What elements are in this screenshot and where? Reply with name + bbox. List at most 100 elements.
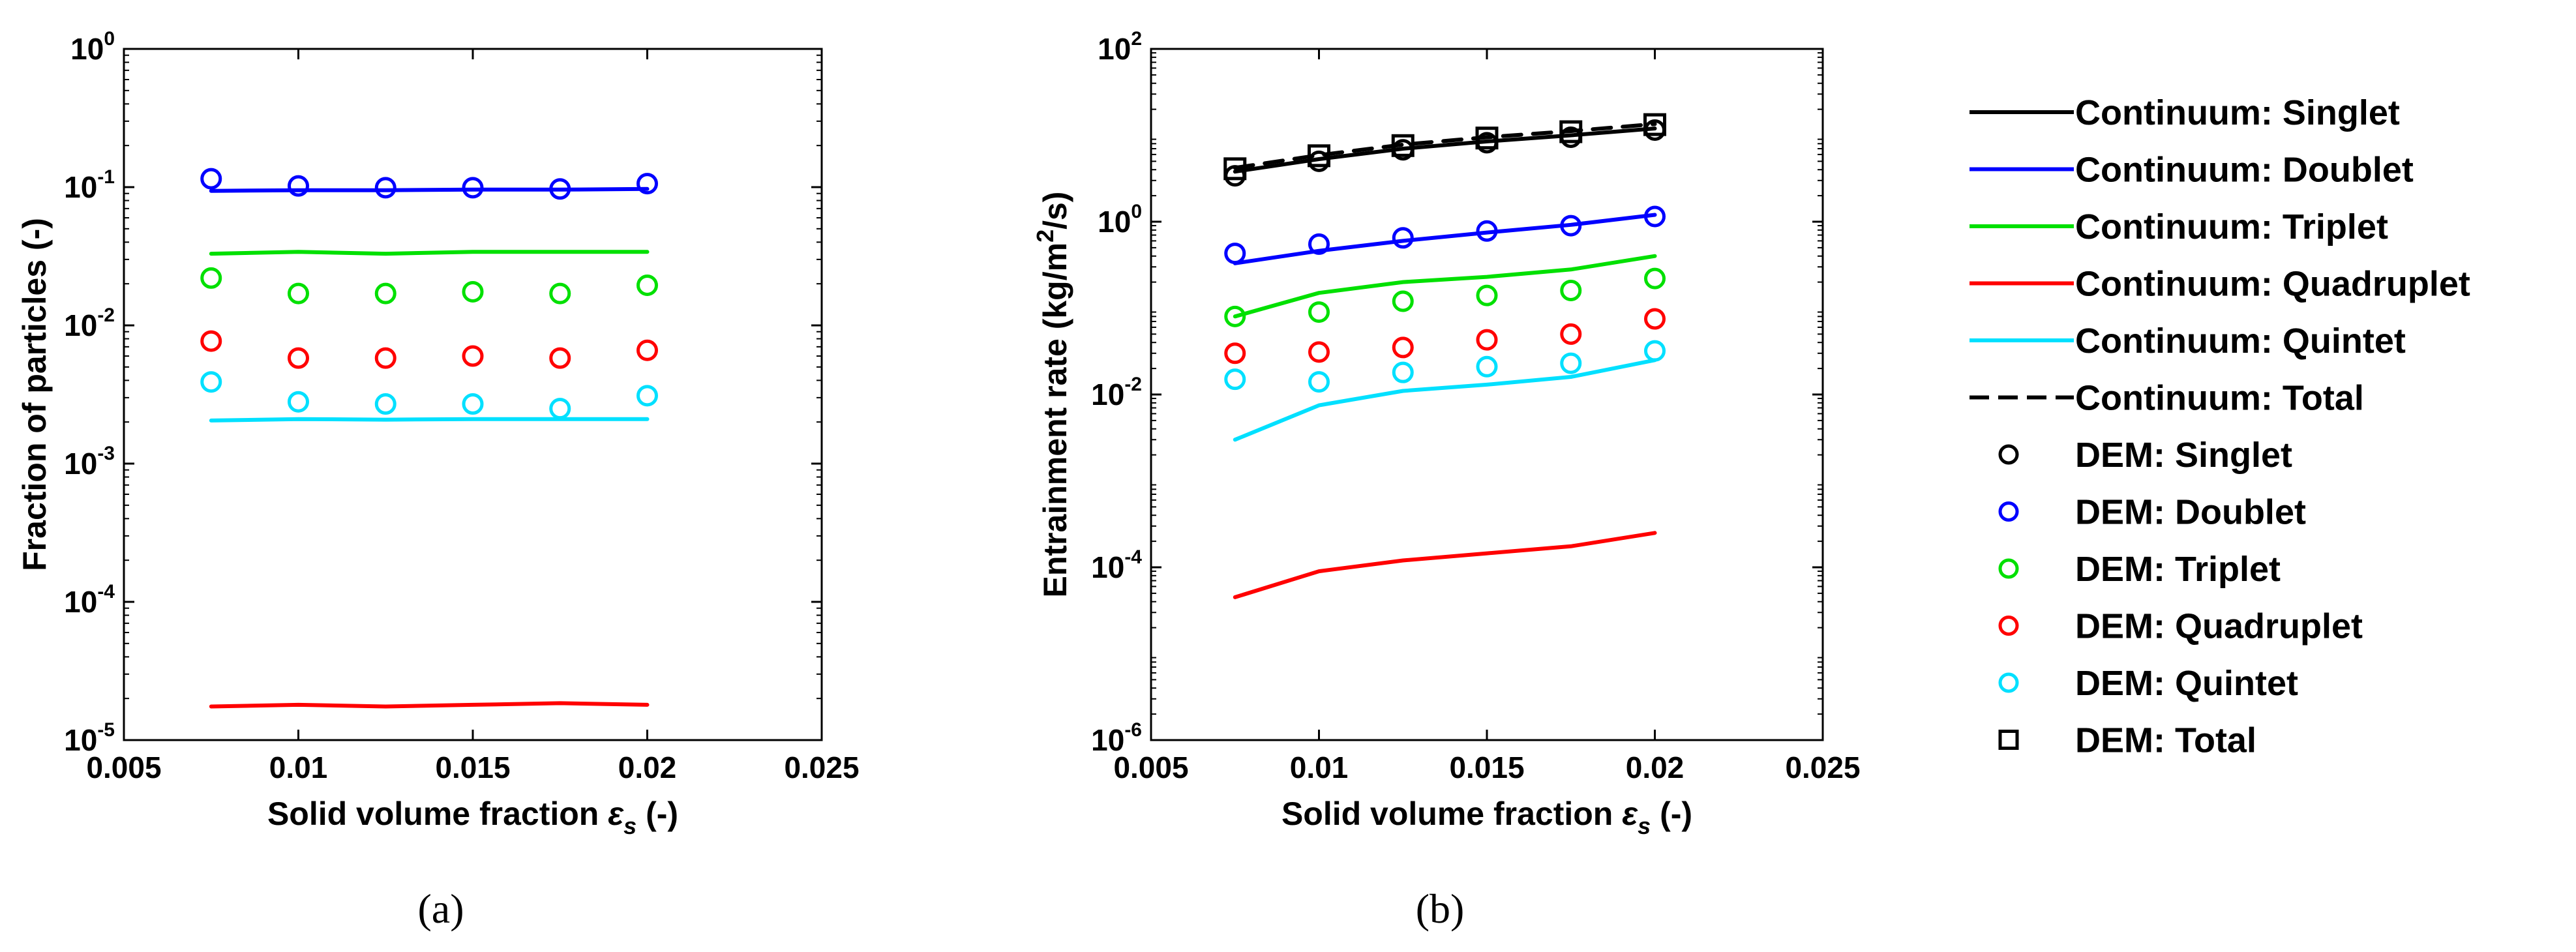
line-b-quintet (1233, 358, 1657, 442)
marker-circle-a-doublet-1 (288, 175, 309, 197)
marker-circle-b-quadruplet-3 (1476, 329, 1498, 351)
marker-circle-b-quintet-2 (1392, 361, 1414, 383)
line-b-doublet (1233, 213, 1657, 265)
marker-circle-a-quintet-4 (549, 398, 571, 420)
marker-circle-a-quadruplet-3 (462, 345, 484, 367)
marker-circle-b-triplet-0 (1224, 305, 1246, 327)
y-tick-label-a-4: 10-1 (64, 166, 115, 204)
line-b-triplet (1233, 254, 1657, 319)
marker-circle-a-quadruplet-1 (288, 347, 309, 369)
legend-dem-doublet-label: DEM: Doublet (2075, 493, 2306, 532)
legend-continuum-quintet-label: Continuum: Quintet (2075, 321, 2406, 361)
legend-continuum-singlet-label: Continuum: Singlet (2075, 93, 2400, 132)
marker-circle-b-quintet-0 (1224, 368, 1246, 391)
marker-circle-b-quadruplet-5 (1644, 308, 1666, 330)
marker-circle-b-doublet-2 (1392, 227, 1414, 249)
legend-continuum-quadruplet-label: Continuum: Quadruplet (2075, 265, 2470, 304)
marker-circle-a-triplet-4 (549, 282, 571, 305)
legend-dem-doublet-swatch (1998, 501, 2019, 522)
panel-label-a: (a) (417, 885, 464, 932)
x-tick-label-b-0: 0.005 (1113, 751, 1188, 784)
legend-continuum-doublet-label: Continuum: Doublet (2075, 151, 2414, 190)
y-tick-label-a-3: 10-2 (64, 305, 115, 342)
marker-square-b-total-5 (1643, 113, 1666, 136)
marker-square-b-total-0 (1223, 157, 1247, 181)
y-tick-label-a-1: 10-4 (64, 581, 115, 619)
line-b-quadruplet (1233, 531, 1657, 599)
marker-circle-b-triplet-5 (1644, 267, 1666, 290)
legend-dem-quintet-label: DEM: Quintet (2075, 664, 2298, 703)
marker-circle-a-triplet-1 (288, 282, 309, 305)
panel-label-b: (b) (1416, 885, 1465, 932)
marker-circle-b-quintet-1 (1308, 371, 1330, 393)
panel-a-chart: 0.005 0.01 0.015 0.02 0.025 10-5 10-4 10-3 10-2 1… (16, 28, 860, 839)
marker-square-b-total-1 (1308, 144, 1330, 168)
y-tick-label-a-2: 10-3 (64, 443, 115, 481)
marker-circle-b-triplet-4 (1560, 279, 1582, 301)
x-tick-label-b-1: 0.01 (1290, 751, 1349, 784)
marker-square-b-total-4 (1559, 120, 1583, 143)
marker-circle-a-quadruplet-4 (549, 347, 571, 369)
marker-circle-a-doublet-3 (462, 177, 484, 199)
marker-circle-b-doublet-0 (1224, 243, 1246, 265)
legend-continuum-total-label: Continuum: Total (2075, 379, 2364, 418)
marker-circle-b-quadruplet-1 (1308, 341, 1330, 363)
y-tick-label-a-0: 10-5 (64, 719, 115, 757)
y-tick-label-b-3: 100 (1098, 201, 1142, 239)
legend-dem-total-swatch (1998, 730, 2019, 750)
marker-circle-a-triplet-3 (462, 280, 484, 303)
marker-square-b-total-3 (1475, 126, 1499, 150)
marker-circle-b-quintet-4 (1560, 352, 1582, 374)
x-tick-label-a-1: 0.01 (269, 751, 328, 784)
y-axis-label-a: Fraction of particles (-) (16, 218, 53, 571)
marker-circle-a-doublet-2 (374, 177, 397, 199)
line-a-doublet (209, 186, 650, 193)
marker-circle-a-quadruplet-2 (374, 347, 397, 369)
legend-dem-quadruplet-swatch (1998, 616, 2019, 636)
legend-dem-singlet-swatch (1998, 444, 2019, 465)
marker-circle-a-quintet-0 (200, 371, 222, 393)
marker-circle-a-triplet-5 (637, 275, 658, 297)
marker-circle-a-doublet-4 (549, 178, 571, 200)
y-tick-label-b-1: 10-4 (1091, 546, 1142, 584)
y-tick-label-b-4: 102 (1098, 28, 1142, 66)
y-axis-label-b: Entrainment rate (kg/m2/s) (1032, 192, 1073, 598)
marker-circle-b-triplet-1 (1308, 301, 1330, 323)
marker-circle-a-quintet-1 (288, 391, 309, 413)
marker-circle-a-triplet-0 (200, 267, 222, 289)
marker-circle-b-doublet-3 (1476, 220, 1498, 242)
line-a-quintet (209, 417, 650, 423)
legend-continuum-triplet-label: Continuum: Triplet (2075, 207, 2388, 246)
marker-circle-b-doublet-1 (1308, 233, 1330, 255)
marker-circle-b-quadruplet-2 (1392, 336, 1414, 359)
line-b-singlet (1233, 126, 1657, 174)
marker-circle-b-doublet-5 (1644, 205, 1666, 228)
legend-dem-singlet-label: DEM: Singlet (2075, 436, 2292, 475)
legend-dem-quadruplet-label: DEM: Quadruplet (2075, 607, 2363, 646)
marker-circle-b-quintet-3 (1476, 355, 1498, 378)
marker-square-b-total-2 (1391, 134, 1415, 157)
marker-circle-b-triplet-2 (1392, 290, 1414, 312)
line-b-total (1233, 122, 1657, 170)
legend-dem-total-label: DEM: Total (2075, 721, 2256, 760)
marker-circle-a-quintet-2 (374, 393, 397, 415)
x-tick-label-a-3: 0.02 (618, 751, 677, 784)
legend-dem-triplet-label: DEM: Triplet (2075, 550, 2281, 589)
legend: Continuum: Singlet Continuum: Doublet Cont… (1969, 93, 2470, 760)
marker-circle-b-doublet-4 (1560, 215, 1582, 237)
y-tick-label-a-5: 100 (70, 28, 115, 66)
legend-dem-quintet-swatch (1998, 672, 2019, 693)
x-tick-label-b-4: 0.025 (1785, 751, 1860, 784)
marker-circle-b-quadruplet-0 (1224, 342, 1246, 364)
x-tick-label-a-2: 0.015 (435, 751, 510, 784)
x-axis-label-b: Solid volume fraction εs (-) (1281, 796, 1692, 839)
y-tick-label-b-0: 10-6 (1091, 719, 1142, 757)
x-axis-label-a: Solid volume fraction εs (-) (267, 796, 678, 839)
line-a-quadruplet (209, 701, 650, 709)
legend-dem-triplet-swatch (1998, 558, 2019, 579)
marker-circle-b-quintet-5 (1644, 340, 1666, 362)
marker-circle-a-quintet-3 (462, 393, 484, 415)
marker-circle-a-quintet-5 (637, 385, 658, 407)
marker-circle-a-doublet-5 (637, 173, 658, 195)
